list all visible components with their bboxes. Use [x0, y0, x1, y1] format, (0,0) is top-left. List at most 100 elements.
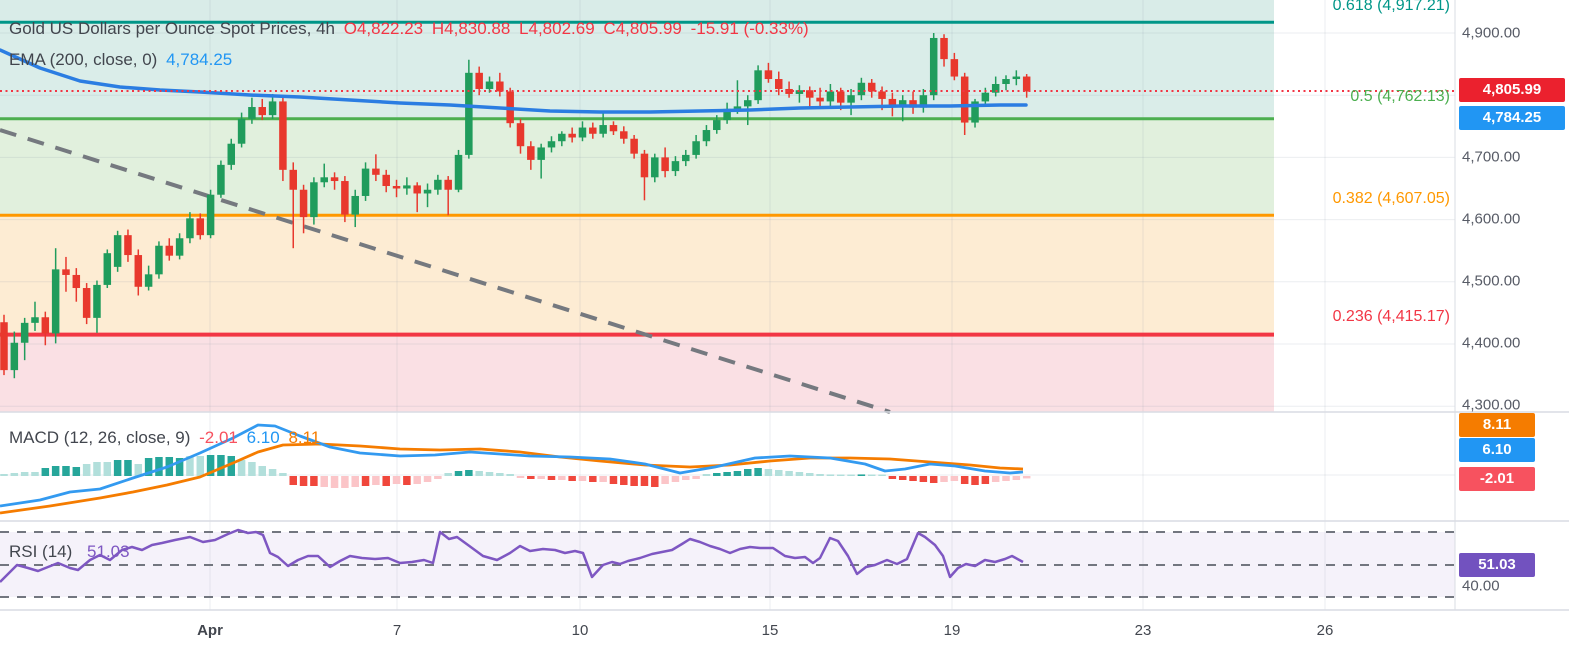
candle-body[interactable] — [733, 106, 742, 109]
candle-body[interactable] — [558, 133, 566, 142]
candle-body[interactable] — [392, 186, 401, 189]
candle-body[interactable] — [847, 95, 855, 103]
candle-body[interactable] — [320, 177, 328, 183]
candle-body[interactable] — [72, 274, 81, 289]
candle-body[interactable] — [795, 90, 804, 94]
candle-body[interactable] — [196, 218, 205, 236]
rsi-legend-row[interactable]: RSI (14) 51.03 — [9, 542, 130, 562]
candle-body[interactable] — [475, 72, 483, 89]
candle-body[interactable] — [20, 322, 29, 343]
time-axis-label-15[interactable]: 15 — [761, 622, 779, 639]
candle-body[interactable] — [413, 185, 421, 194]
rsi-axis-label[interactable]: 40.00 — [1462, 577, 1500, 595]
candle-body[interactable] — [103, 253, 112, 285]
candle-body[interactable] — [682, 154, 690, 162]
candle-body[interactable] — [310, 182, 318, 218]
rsi-line[interactable] — [0, 528, 1024, 583]
candle-body[interactable] — [124, 235, 132, 256]
candle-body[interactable] — [940, 37, 948, 60]
candle-body[interactable] — [165, 245, 174, 256]
candle-body[interactable] — [361, 168, 370, 196]
candle-body[interactable] — [217, 164, 225, 195]
candle-body[interactable] — [382, 174, 390, 187]
fib-label-0.5[interactable]: 0.5 (4,762.13) — [1350, 88, 1450, 105]
candle-body[interactable] — [527, 146, 535, 160]
candle-body[interactable] — [836, 91, 845, 103]
candle-body[interactable] — [403, 185, 411, 189]
candle-body[interactable] — [785, 88, 793, 94]
time-axis-label-19[interactable]: 19 — [943, 622, 961, 639]
candle-body[interactable] — [279, 101, 287, 170]
candle-body[interactable] — [175, 238, 184, 256]
candle-body[interactable] — [41, 317, 50, 334]
candle-body[interactable] — [113, 235, 122, 267]
candle-body[interactable] — [620, 131, 628, 139]
candle-body[interactable] — [248, 107, 256, 119]
candle-body[interactable] — [372, 168, 380, 175]
candle-body[interactable] — [237, 118, 246, 144]
price-axis-label[interactable]: 4,300.00 — [1462, 396, 1521, 414]
candle-body[interactable] — [971, 101, 979, 123]
candle-body[interactable] — [578, 127, 587, 138]
candle-body[interactable] — [630, 138, 638, 154]
candle-body[interactable] — [826, 91, 835, 102]
time-axis-label-7[interactable]: 7 — [392, 622, 402, 639]
ema-legend-row[interactable]: EMA (200, close, 0) 4,784.25 — [9, 50, 232, 70]
candle-body[interactable] — [888, 98, 897, 107]
candle-body[interactable] — [723, 108, 731, 121]
candle-body[interactable] — [444, 179, 452, 190]
trendline[interactable] — [0, 128, 891, 414]
time-axis-label-26[interactable]: 26 — [1316, 622, 1334, 639]
candle-body[interactable] — [1012, 76, 1021, 80]
time-axis-label-23[interactable]: 23 — [1134, 622, 1152, 639]
candle-body[interactable] — [485, 81, 494, 89]
macd-legend-row[interactable]: MACD (12, 26, close, 9) -2.01 6.10 8.11 — [9, 428, 320, 448]
candle-body[interactable] — [775, 79, 783, 89]
macd-signal-line[interactable] — [0, 442, 1024, 515]
candle-body[interactable] — [909, 100, 917, 108]
candle-body[interactable] — [981, 92, 990, 102]
candle-body[interactable] — [289, 169, 297, 190]
macd-line[interactable] — [0, 423, 1024, 508]
symbol-legend-row[interactable]: Gold US Dollars per Ounce Spot Prices, 4… — [9, 19, 809, 39]
candle-body[interactable] — [423, 189, 432, 194]
candle-body[interactable] — [857, 82, 866, 96]
candle-body[interactable] — [878, 91, 886, 99]
candle-body[interactable] — [0, 322, 8, 371]
candle-body[interactable] — [1002, 79, 1010, 85]
candle-body[interactable] — [51, 269, 60, 334]
candle-body[interactable] — [599, 125, 607, 134]
candle-body[interactable] — [268, 101, 277, 116]
candle-body[interactable] — [754, 70, 762, 101]
price-axis-label[interactable]: 4,400.00 — [1462, 334, 1521, 352]
candle-body[interactable] — [764, 70, 773, 80]
candle-body[interactable] — [609, 125, 618, 132]
candle-body[interactable] — [186, 218, 194, 239]
candle-body[interactable] — [31, 317, 39, 323]
fib-label-0.382[interactable]: 0.382 (4,607.05) — [1332, 190, 1450, 207]
time-axis-label-10[interactable]: 10 — [571, 622, 589, 639]
candle-body[interactable] — [867, 82, 876, 92]
candle-body[interactable] — [898, 100, 907, 107]
candle-body[interactable] — [568, 133, 576, 138]
candle-body[interactable] — [640, 153, 649, 178]
candle-body[interactable] — [589, 127, 597, 134]
candle-body[interactable] — [816, 97, 824, 102]
candle-body[interactable] — [465, 72, 473, 155]
candle-body[interactable] — [692, 141, 700, 155]
candle-body[interactable] — [661, 157, 669, 172]
candle-body[interactable] — [258, 107, 267, 116]
candle-body[interactable] — [919, 95, 928, 108]
fib-label-0.236[interactable]: 0.236 (4,415.17) — [1332, 308, 1450, 325]
candle-body[interactable] — [351, 195, 359, 215]
candle-body[interactable] — [991, 84, 1000, 93]
candle-body[interactable] — [341, 181, 349, 215]
candle-body[interactable] — [155, 245, 163, 275]
candle-body[interactable] — [929, 37, 938, 96]
candle-body[interactable] — [10, 342, 19, 371]
price-axis-label[interactable]: 4,700.00 — [1462, 148, 1521, 166]
candle-body[interactable] — [144, 274, 153, 287]
candle-body[interactable] — [950, 59, 959, 77]
candle-body[interactable] — [702, 130, 711, 142]
candle-body[interactable] — [547, 141, 556, 148]
